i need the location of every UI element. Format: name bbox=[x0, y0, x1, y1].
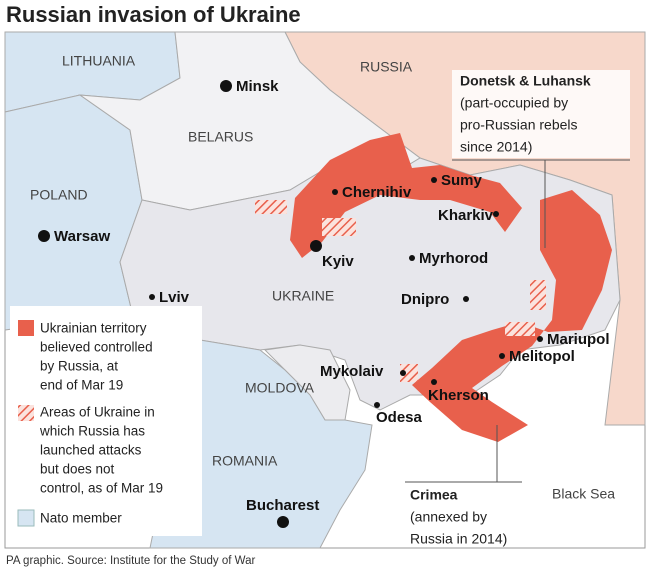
city-label: Dnipro bbox=[401, 291, 449, 308]
legend-text: which Russia has bbox=[39, 424, 145, 439]
city-dot bbox=[409, 255, 415, 261]
legend-swatch bbox=[18, 320, 34, 336]
city-label: Lviv bbox=[159, 289, 190, 306]
country-label: MOLDOVA bbox=[245, 380, 315, 396]
city-label: Melitopol bbox=[509, 348, 575, 365]
sea-label: Black Sea bbox=[552, 486, 615, 502]
country-labels: LITHUANIA RUSSIA BELARUS POLAND UKRAINE … bbox=[30, 53, 615, 502]
capital-dot bbox=[277, 516, 289, 528]
legend-text: control, as of Mar 19 bbox=[40, 481, 163, 496]
city-label: Bucharest bbox=[246, 497, 319, 514]
legend-text: Nato member bbox=[40, 511, 122, 526]
city-label: Minsk bbox=[236, 78, 279, 95]
source: PA graphic. Source: Institute for the St… bbox=[6, 555, 255, 567]
country-label: BELARUS bbox=[188, 129, 253, 145]
legend-text: end of Mar 19 bbox=[40, 378, 123, 393]
annotation-text: Russia in 2014) bbox=[410, 531, 507, 547]
city-dot bbox=[463, 296, 469, 302]
city-label: Odesa bbox=[376, 409, 423, 426]
city-dot bbox=[374, 402, 380, 408]
city-dot bbox=[431, 177, 437, 183]
legend: Ukrainian territory believed controlled … bbox=[10, 306, 202, 536]
country-label: RUSSIA bbox=[360, 59, 413, 75]
capital-dot bbox=[310, 240, 322, 252]
contested-area bbox=[530, 280, 546, 310]
legend-text: Ukrainian territory bbox=[40, 321, 147, 336]
contested-area bbox=[255, 200, 287, 214]
annotation-bg bbox=[452, 70, 630, 158]
occupied-north bbox=[290, 133, 522, 258]
city-dot bbox=[149, 294, 155, 300]
legend-text: believed controlled bbox=[40, 340, 153, 355]
capital-dot bbox=[220, 80, 232, 92]
city-label: Mykolaiv bbox=[320, 363, 384, 380]
city-label: Mariupol bbox=[547, 331, 610, 348]
legend-text: by Russia, at bbox=[40, 359, 118, 374]
city-label: Chernihiv bbox=[342, 184, 412, 201]
annotation-text: since 2014) bbox=[460, 139, 532, 155]
title: Russian invasion of Ukraine bbox=[6, 2, 301, 27]
annotation-text: (part-occupied by bbox=[460, 95, 568, 111]
city-dot bbox=[400, 370, 406, 376]
country-label: LITHUANIA bbox=[62, 53, 136, 69]
city-label: Warsaw bbox=[54, 228, 110, 245]
legend-text: Areas of Ukraine in bbox=[40, 405, 155, 420]
poland bbox=[4, 94, 143, 331]
city-dot bbox=[493, 211, 499, 217]
annotation-text: pro-Russian rebels bbox=[460, 117, 578, 133]
country-label: POLAND bbox=[30, 187, 88, 203]
contested-area bbox=[505, 322, 535, 336]
cities: Minsk Warsaw Chernihiv Sumy Kharkiv Kyiv… bbox=[38, 78, 610, 528]
city-label: Kyiv bbox=[322, 253, 354, 270]
annotation-title: Crimea bbox=[410, 487, 458, 503]
city-label: Kharkiv bbox=[438, 207, 494, 224]
occupied-south-east bbox=[412, 190, 612, 442]
legend-box bbox=[10, 306, 202, 536]
legend-text: launched attacks bbox=[40, 443, 142, 458]
city-label: Myrhorod bbox=[419, 250, 488, 267]
city-dot bbox=[499, 353, 505, 359]
capital-dot bbox=[38, 230, 50, 242]
city-dot bbox=[431, 379, 437, 385]
legend-text: but does not bbox=[40, 462, 115, 477]
country-label: UKRAINE bbox=[272, 288, 334, 304]
city-dot bbox=[537, 336, 543, 342]
city-label: Sumy bbox=[441, 172, 483, 189]
contested-area bbox=[322, 218, 356, 236]
city-dot bbox=[332, 189, 338, 195]
annotations: Donetsk & Luhansk (part-occupied by pro-… bbox=[405, 70, 630, 547]
legend-swatch bbox=[18, 405, 34, 421]
annotation-title: Donetsk & Luhansk bbox=[460, 73, 591, 89]
legend-swatch bbox=[17, 509, 35, 527]
country-label: ROMANIA bbox=[212, 453, 278, 469]
city-label: Kherson bbox=[428, 387, 489, 404]
annotation-text: (annexed by bbox=[410, 509, 487, 525]
contested-area bbox=[400, 364, 418, 382]
